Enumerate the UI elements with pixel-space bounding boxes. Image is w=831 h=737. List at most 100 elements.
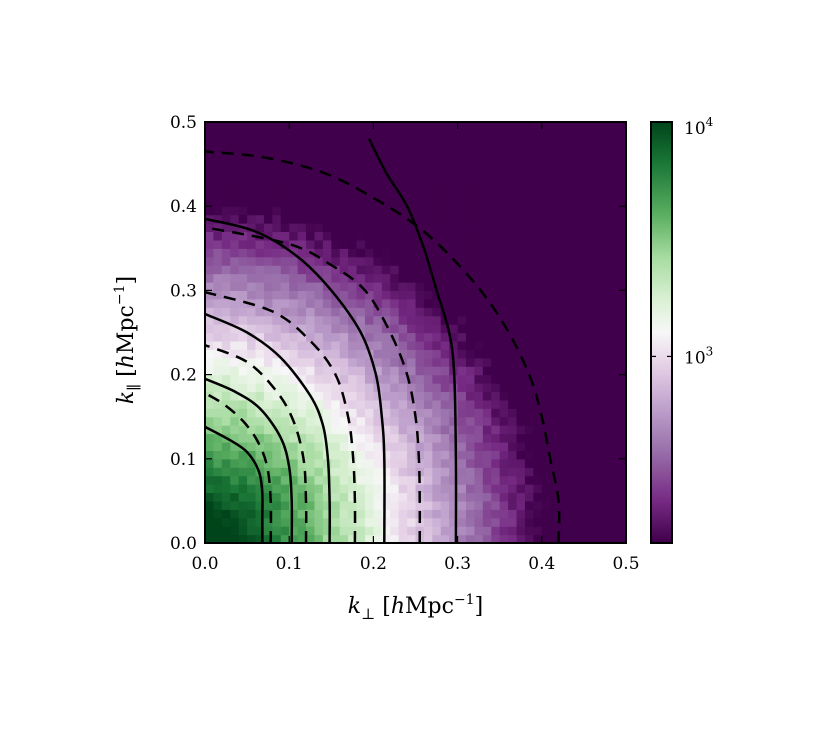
heatmap-cell xyxy=(440,383,450,393)
heatmap-cell xyxy=(247,416,257,426)
heatmap-cell xyxy=(609,164,619,174)
heatmap-cell xyxy=(289,147,299,157)
heatmap-cell xyxy=(356,180,366,190)
heatmap-cell xyxy=(398,189,408,199)
heatmap-cell xyxy=(364,231,374,241)
heatmap-cell xyxy=(533,458,543,468)
heatmap-cell xyxy=(390,273,400,283)
heatmap-cell xyxy=(221,374,231,384)
heatmap-cell xyxy=(314,484,324,494)
heatmap-cell xyxy=(440,458,450,468)
heatmap-cell xyxy=(348,256,358,266)
heatmap-cell xyxy=(466,416,476,426)
heatmap-cell xyxy=(575,256,585,266)
heatmap-cell xyxy=(221,248,231,258)
heatmap-cell xyxy=(600,273,610,283)
heatmap-cell xyxy=(373,273,383,283)
heatmap-cell xyxy=(440,172,450,182)
heatmap-cell xyxy=(314,391,324,401)
heatmap-cell xyxy=(466,164,476,174)
heatmap-cell xyxy=(558,349,568,359)
heatmap-cell xyxy=(390,290,400,300)
heatmap-cell xyxy=(356,408,366,418)
heatmap-cell xyxy=(407,374,417,384)
heatmap-cell xyxy=(230,324,240,334)
heatmap-cell xyxy=(314,441,324,451)
heatmap-cell xyxy=(449,534,459,543)
heatmap-cell xyxy=(322,315,332,325)
heatmap-cell xyxy=(567,484,577,494)
heatmap-cell xyxy=(567,164,577,174)
heatmap-cell xyxy=(499,164,509,174)
heatmap-cell xyxy=(331,189,341,199)
heatmap-cell xyxy=(550,517,560,527)
heatmap-cell xyxy=(617,138,626,148)
heatmap-cell xyxy=(280,130,290,140)
heatmap-cell xyxy=(339,197,349,207)
heatmap-cell xyxy=(533,425,543,435)
heatmap-cell xyxy=(516,197,526,207)
heatmap-cell xyxy=(516,138,526,148)
heatmap-cell xyxy=(609,122,619,132)
heatmap-cell xyxy=(516,374,526,384)
heatmap-cell xyxy=(297,248,307,258)
heatmap-cell xyxy=(205,130,215,140)
heatmap-cell xyxy=(609,500,619,510)
heatmap-cell xyxy=(550,290,560,300)
heatmap-cell xyxy=(230,416,240,426)
heatmap-cell xyxy=(575,315,585,325)
heatmap-cell xyxy=(364,138,374,148)
heatmap-cell xyxy=(524,332,534,342)
heatmap-cell xyxy=(407,197,417,207)
heatmap-cell xyxy=(600,164,610,174)
heatmap-cell xyxy=(398,492,408,502)
heatmap-cell xyxy=(322,147,332,157)
heatmap-cell xyxy=(482,433,492,443)
heatmap-cell xyxy=(398,248,408,258)
heatmap-cell xyxy=(407,441,417,451)
heatmap-cell xyxy=(255,383,265,393)
heatmap-cell xyxy=(238,298,248,308)
heatmap-cell xyxy=(306,340,316,350)
heatmap-cell xyxy=(398,391,408,401)
heatmap-cell xyxy=(280,290,290,300)
heatmap-cell xyxy=(499,475,509,485)
heatmap-cell xyxy=(558,374,568,384)
heatmap-cell xyxy=(457,534,467,543)
heatmap-cell xyxy=(432,526,442,536)
dashed-contour xyxy=(205,150,561,543)
heatmap-cell xyxy=(322,324,332,334)
heatmap-cell xyxy=(314,475,324,485)
heatmap-cell xyxy=(331,458,341,468)
heatmap-cell xyxy=(432,180,442,190)
heatmap-cell xyxy=(364,475,374,485)
heatmap-cell xyxy=(272,408,282,418)
heatmap-cell xyxy=(306,138,316,148)
heatmap-cell xyxy=(280,281,290,291)
heatmap-cell xyxy=(407,475,417,485)
heatmap-cell xyxy=(407,340,417,350)
heatmap-cell xyxy=(541,500,551,510)
heatmap-cell xyxy=(550,273,560,283)
heatmap-cell xyxy=(348,526,358,536)
heatmap-cell xyxy=(491,357,501,367)
heatmap-cell xyxy=(221,206,231,216)
heatmap-cell xyxy=(524,484,534,494)
heatmap-cell xyxy=(322,416,332,426)
heatmap-cell xyxy=(474,484,484,494)
heatmap-cell xyxy=(617,441,626,451)
heatmap-cell xyxy=(474,526,484,536)
heatmap-cell xyxy=(213,332,223,342)
heatmap-cell xyxy=(449,340,459,350)
heatmap-cell xyxy=(255,526,265,536)
heatmap-cell xyxy=(508,231,518,241)
heatmap-cell xyxy=(339,349,349,359)
heatmap-cell xyxy=(373,526,383,536)
heatmap-cell xyxy=(205,383,215,393)
x-tick-label: 0.3 xyxy=(444,554,471,574)
heatmap-cell xyxy=(508,467,518,477)
heatmap-cell xyxy=(491,273,501,283)
heatmap-cell xyxy=(221,441,231,451)
heatmap-cell xyxy=(575,366,585,376)
heatmap-cell xyxy=(373,231,383,241)
